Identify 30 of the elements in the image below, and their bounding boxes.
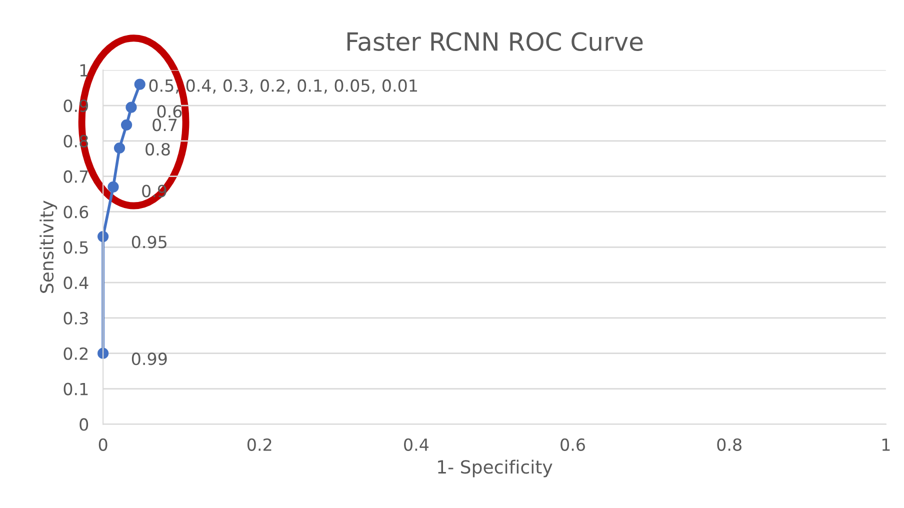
y-tick-label: 0.1 (64, 382, 88, 396)
x-tick-label: 1 (882, 438, 890, 451)
y-tick-label: 0.7 (64, 170, 88, 183)
y-tick-label: 0 (80, 418, 88, 431)
point (126, 102, 137, 113)
annotation: 0.99 (132, 352, 167, 366)
x-tick-label: 0 (98, 438, 108, 451)
point (134, 78, 146, 90)
y-tick-label: 0.4 (64, 276, 88, 290)
y-tick-label: 0.2 (64, 347, 88, 360)
chart-title: Faster RCNN ROC Curve (347, 32, 643, 52)
annotation: 0.7 (152, 118, 177, 132)
y-tick-label: 0.6 (64, 206, 88, 218)
point (98, 348, 109, 359)
x-tick-label: 0.4 (404, 438, 429, 451)
x-tick-label: 0.6 (560, 438, 585, 451)
point (114, 142, 126, 154)
y-tick-label: 0.5 (64, 241, 88, 254)
x-axis-title: 1- Specificity (438, 460, 552, 478)
point (120, 119, 132, 131)
y-tick-label: 0.3 (64, 312, 88, 325)
annotation: 0.6 (157, 105, 182, 118)
x-tick-label: 0.8 (717, 438, 742, 451)
y-tick-label: 1 (80, 64, 88, 76)
annotation: 0.8 (146, 143, 170, 156)
y-axis-title: Sensitivity (40, 200, 58, 293)
point (98, 230, 109, 242)
point (108, 181, 119, 193)
x-tick-label: 0.2 (247, 438, 272, 451)
annotation: 0.95 (132, 236, 166, 248)
